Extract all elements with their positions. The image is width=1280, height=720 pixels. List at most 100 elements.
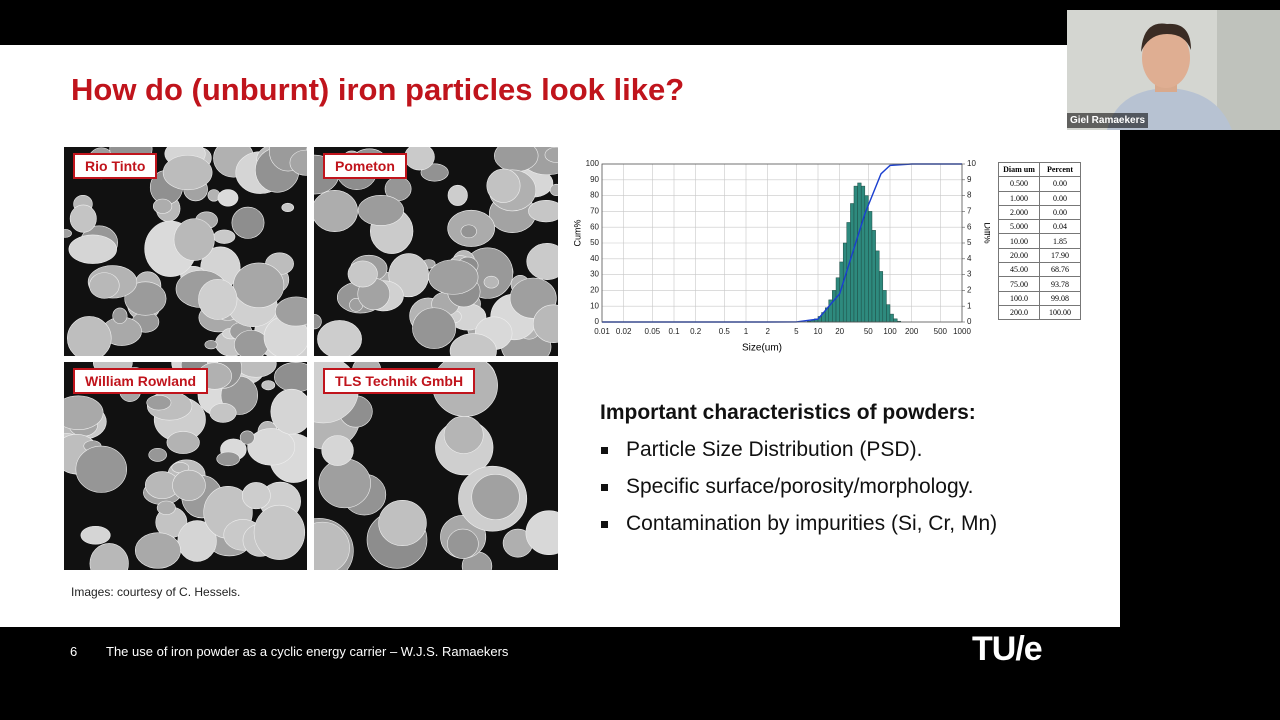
particle (378, 499, 427, 547)
table-cell: 0.04 (1039, 219, 1081, 235)
table-cell: 0.00 (1039, 176, 1081, 192)
table-row: 45.00 68.76 (998, 262, 1081, 278)
table-row: 75.00 93.78 (998, 276, 1081, 292)
y-tick-label: 20 (590, 286, 599, 295)
y-tick-label: 10 (590, 301, 599, 310)
histogram-bar (835, 277, 840, 323)
x-tick-label: 10 (814, 327, 823, 336)
histogram-bar (882, 290, 887, 323)
x-tick-label: 0.01 (594, 327, 610, 336)
table-row: 2.000 0.00 (998, 204, 1081, 221)
x-axis-label: Size(um) (742, 343, 782, 354)
particle (317, 320, 362, 356)
table-cell: 75.00 (998, 276, 1040, 292)
particle (449, 333, 497, 356)
y2-tick-label: 6 (967, 222, 972, 231)
table-cell: 2.000 (998, 204, 1040, 221)
slide-title: How do (unburnt) iron particles look lik… (71, 72, 685, 107)
table-cell: 0.500 (998, 176, 1040, 192)
particle (134, 532, 181, 569)
table-cell: 200.0 (998, 304, 1040, 321)
sem-image: TLS Technik GmbH (314, 362, 558, 570)
x-tick-label: 0.05 (645, 327, 661, 336)
caption: Images: courtesy of C. Hessels. (71, 585, 241, 599)
psd-table: Diam um Percent 0.500 0.00 1.000 0.00 2.000 0.0… (998, 161, 1081, 321)
particle (318, 458, 371, 509)
particle (69, 204, 97, 233)
bullet-marker (601, 484, 608, 491)
histogram-bar (860, 185, 866, 323)
particle (89, 543, 129, 570)
particle (64, 395, 104, 430)
y-tick-label: 30 (590, 270, 599, 279)
particle (239, 430, 255, 445)
particle (173, 218, 215, 261)
particle (443, 415, 484, 454)
y2-tick-label: 4 (967, 254, 972, 263)
x-tick-label: 5 (794, 327, 799, 336)
y2-tick-label: 8 (967, 191, 972, 200)
table-cell: 20.00 (998, 247, 1040, 264)
y-tick-label: 100 (586, 159, 600, 168)
table-header: Diam um (998, 161, 1040, 178)
table-cell: 45.00 (998, 262, 1040, 278)
y2-tick-label: 5 (967, 238, 972, 247)
particles (314, 147, 558, 356)
particle (347, 260, 378, 288)
y-tick-label: 90 (590, 175, 599, 184)
particle (447, 184, 468, 206)
particle (528, 199, 558, 223)
table-cell: 0.00 (1039, 190, 1081, 206)
x-tick-label: 500 (934, 327, 948, 336)
image-label: Pometon (323, 153, 407, 179)
table-row: 100.0 99.08 (998, 290, 1081, 306)
particle (204, 340, 218, 350)
particle (483, 275, 499, 289)
particle (544, 147, 558, 163)
particle (156, 500, 176, 515)
particle (404, 147, 435, 171)
particle (281, 202, 295, 212)
webcam-video (1067, 10, 1280, 130)
histogram-bar (846, 222, 851, 323)
bullet-marker (601, 521, 608, 528)
bullet: Specific surface/porosity/morphology. (626, 475, 974, 498)
plot-frame (601, 163, 963, 323)
histogram-bar (878, 271, 884, 323)
image-label: TLS Technik GmbH (323, 368, 476, 394)
table-row: 1.000 0.00 (998, 190, 1081, 206)
y2-tick-label: 3 (967, 270, 972, 279)
histogram-bar (893, 318, 898, 323)
x-tick-label: 50 (864, 327, 873, 336)
x-tick-label: 1 (744, 327, 749, 336)
table-header: Percent (1039, 161, 1081, 178)
x-tick-label: 0.2 (690, 327, 702, 336)
heading: Important characteristics of powders: (600, 401, 976, 424)
page-number: 6 (70, 644, 78, 659)
x-tick-label: 0.5 (719, 327, 731, 336)
table-row: 5.000 0.04 (998, 219, 1081, 235)
y-tick-label: 60 (590, 222, 599, 231)
y2-tick-label: 1 (967, 301, 972, 310)
particle (275, 296, 307, 327)
particle (274, 362, 307, 393)
table-cell: 10.00 (998, 233, 1040, 249)
histogram-bar (871, 230, 876, 323)
particle (253, 504, 306, 560)
histogram-bar (889, 313, 894, 323)
particle (233, 262, 285, 308)
particles (314, 362, 558, 570)
particle (209, 402, 237, 423)
bullet: Contamination by impurities (Si, Cr, Mn) (626, 512, 998, 535)
particle (447, 528, 479, 559)
histogram-bar (868, 211, 873, 323)
particle (471, 474, 520, 520)
particle (314, 189, 358, 232)
particle (270, 388, 307, 435)
table-row: 10.00 1.85 (998, 233, 1081, 249)
webcam-tile: Giel Ramaekers (1067, 10, 1280, 130)
sem-image: Pometon (314, 147, 558, 356)
particle (67, 316, 112, 356)
x-tick-label: 20 (835, 327, 844, 336)
table-cell: 100.0 (998, 290, 1040, 306)
